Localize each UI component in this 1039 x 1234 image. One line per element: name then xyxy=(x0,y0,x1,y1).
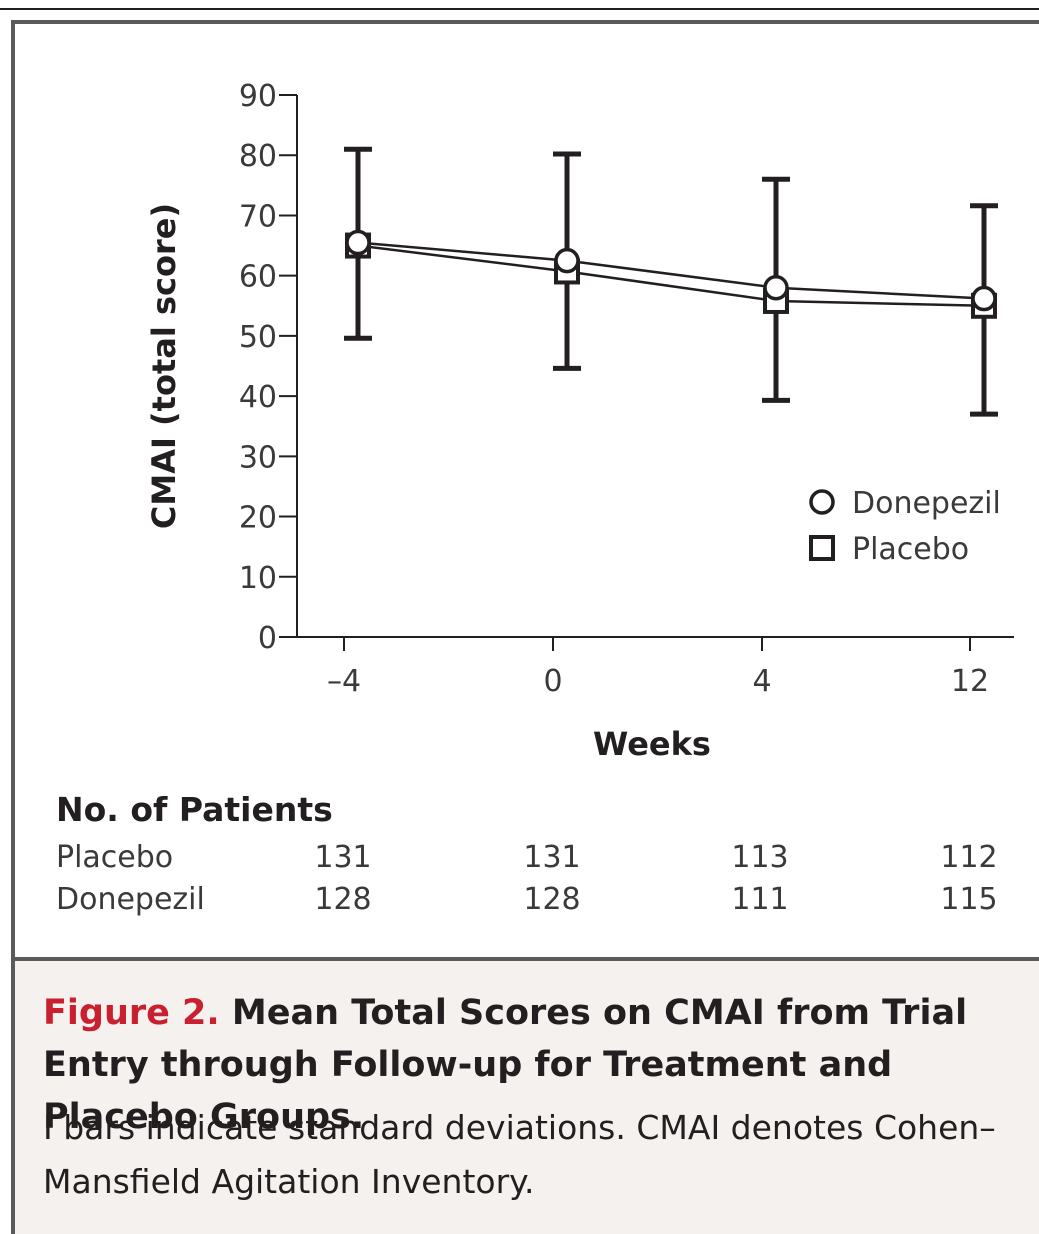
y-tick-label: 90 xyxy=(239,79,277,114)
caption-text: I bars indicate standard deviations. CMA… xyxy=(43,1108,996,1201)
patients-row-label: Placebo xyxy=(56,840,174,875)
patients-heading: No. of Patients xyxy=(56,790,333,829)
data-point-donepezil xyxy=(345,229,371,256)
caption-box: Figure 2. Mean Total Scores on CMAI from… xyxy=(15,957,1039,1234)
y-tick-label: 30 xyxy=(239,440,277,475)
figure-number: Figure 2. xyxy=(43,993,220,1033)
data-point-donepezil xyxy=(971,285,997,312)
y-tick-label: 60 xyxy=(239,260,277,295)
y-tick-label: 50 xyxy=(239,320,277,355)
y-tick-label: 70 xyxy=(239,199,277,234)
patients-table: No. of Patients Placebo 131 131 113 112 Donep… xyxy=(56,790,1026,930)
series-line-donepezil xyxy=(357,241,985,300)
y-tick-label: 0 xyxy=(258,621,277,656)
series-line-placebo xyxy=(357,244,985,308)
y-tick-label: 80 xyxy=(239,139,277,174)
patients-cell: 113 xyxy=(731,840,789,875)
y-tick-label: 10 xyxy=(239,561,277,596)
y-tick-label: 40 xyxy=(239,380,277,415)
legend-label-placebo: Placebo xyxy=(852,532,969,567)
patients-cell: 131 xyxy=(314,840,372,875)
chart: 0 10 20 30 40 50 60 70 80 90 –4 0 4 12 Weeks CMAI (tota… xyxy=(145,79,1014,763)
figure-frame xyxy=(11,20,1039,1234)
x-tick-label: 12 xyxy=(951,664,989,699)
data-point-donepezil xyxy=(554,247,580,274)
caption-title: Figure 2. Mean Total Scores on CMAI from… xyxy=(43,987,1023,1143)
patients-cell: 112 xyxy=(940,840,998,875)
x-tick-label: 4 xyxy=(752,664,771,699)
patients-cell: 131 xyxy=(523,840,581,875)
x-tick-label: 0 xyxy=(543,664,562,699)
top-rule xyxy=(0,8,1039,10)
patients-cell: 111 xyxy=(731,882,789,917)
patients-cell: 115 xyxy=(940,882,998,917)
patients-row-label: Donepezil xyxy=(56,882,205,917)
patients-cell: 128 xyxy=(314,882,372,917)
data-point-donepezil xyxy=(763,274,789,301)
patients-cell: 128 xyxy=(523,882,581,917)
legend-label-donepezil: Donepezil xyxy=(852,486,1001,521)
y-tick-label: 20 xyxy=(239,501,277,536)
y-axis-title: CMAI (total score) xyxy=(145,203,183,529)
x-tick-label: –4 xyxy=(327,664,361,699)
x-axis-title: Weeks xyxy=(593,725,711,763)
figure-title: Mean Total Scores on CMAI from Trial Ent… xyxy=(43,993,968,1137)
legend-marker-placebo xyxy=(809,535,835,561)
legend-marker-donepezil xyxy=(809,489,835,515)
